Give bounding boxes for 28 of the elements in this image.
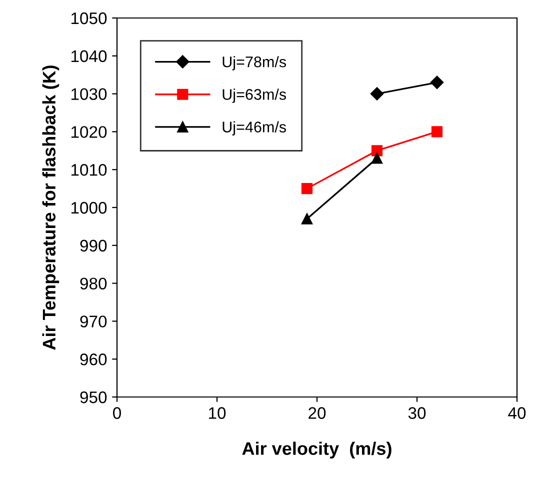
y-tick-label: 1030 [71, 88, 107, 100]
point [430, 76, 444, 90]
y-tick-label: 1020 [71, 126, 107, 138]
y-tick-label: 1010 [71, 164, 107, 176]
x-tick-label: 10 [209, 407, 226, 419]
point [371, 152, 383, 164]
y-axis-title: Air Temperature for flashback (K) [42, 66, 60, 350]
point [301, 182, 313, 194]
y-tick-label: 1050 [71, 12, 107, 24]
x-tick-label: 20 [308, 407, 326, 419]
y-tick-label: 970 [80, 316, 107, 328]
x-tick-label: 40 [508, 407, 526, 419]
legend-label: Uj=46m/s [222, 121, 286, 136]
y-tick-label: 950 [80, 391, 107, 404]
y-tick-label: 1040 [71, 50, 107, 62]
point [301, 213, 313, 224]
x-axis-title: Air velocity (m/s) [242, 442, 392, 459]
point [371, 145, 383, 156]
legend-label: Uj=78m/s [222, 56, 286, 70]
y-tick-label: 1000 [71, 202, 107, 214]
legend-label: Uj=63m/s [222, 88, 286, 103]
y-tick-label: 980 [80, 278, 107, 290]
x-tick-label: 0 [113, 407, 121, 419]
x-tick-label: 30 [408, 407, 426, 419]
y-tick-label: 990 [80, 240, 107, 252]
point [431, 126, 443, 138]
y-tick-label: 960 [80, 354, 107, 366]
point [370, 87, 384, 100]
